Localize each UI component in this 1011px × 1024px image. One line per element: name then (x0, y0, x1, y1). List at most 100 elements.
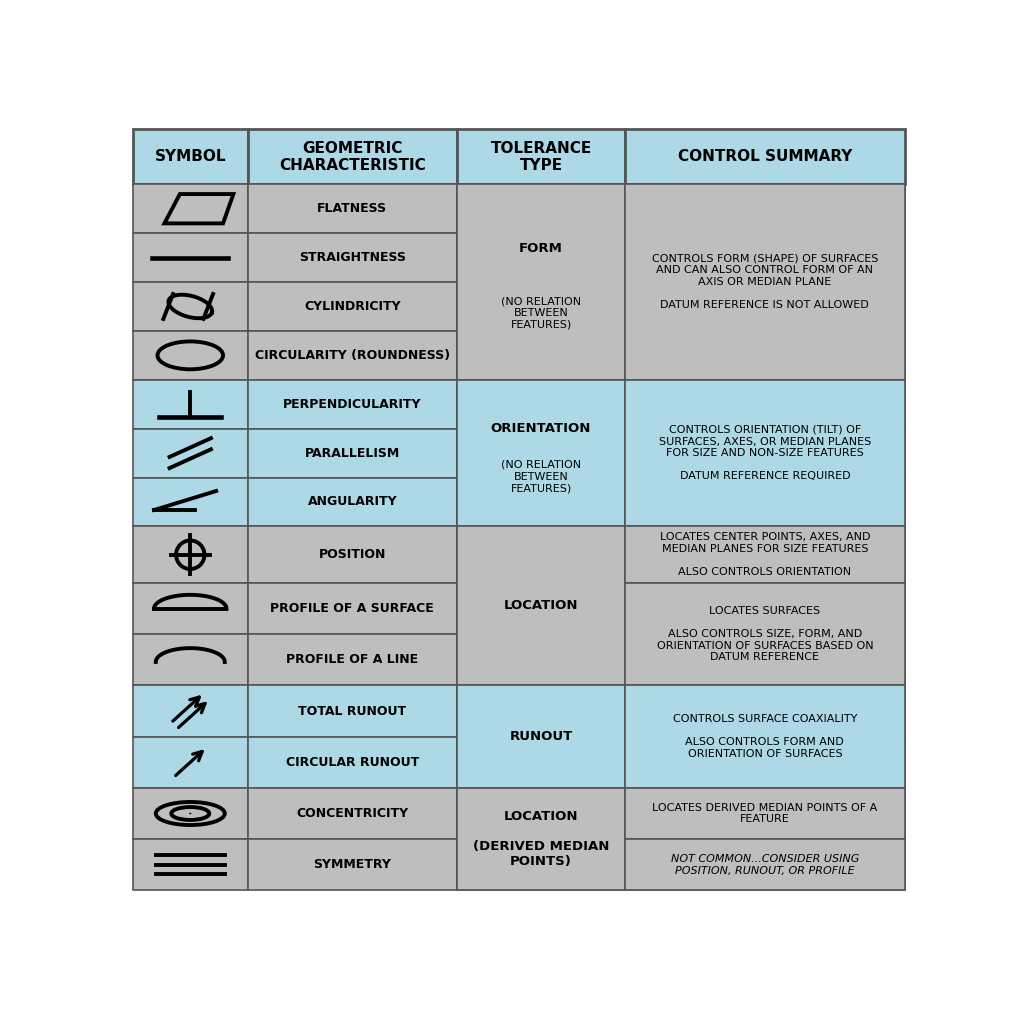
Bar (625, 331, 904, 380)
Text: TOTAL RUNOUT: TOTAL RUNOUT (298, 705, 406, 718)
Text: ANGULARITY: ANGULARITY (307, 496, 396, 509)
Bar (456, 477, 625, 526)
Bar (248, 429, 456, 477)
Bar (248, 583, 456, 634)
Bar (248, 634, 456, 685)
Bar (132, 477, 248, 526)
Text: LOCATES CENTER POINTS, AXES, AND
MEDIAN PLANES FOR SIZE FEATURES

ALSO CONTROLS : LOCATES CENTER POINTS, AXES, AND MEDIAN … (659, 532, 869, 578)
Bar (625, 184, 904, 233)
Bar (625, 380, 904, 429)
Bar (248, 685, 456, 736)
Text: STRAIGHTNESS: STRAIGHTNESS (298, 251, 405, 264)
Text: POSITION: POSITION (318, 548, 385, 561)
Bar (132, 526, 248, 583)
Ellipse shape (189, 813, 191, 814)
Bar (456, 184, 625, 233)
Bar (625, 736, 904, 787)
Bar (456, 634, 625, 685)
Bar (132, 583, 248, 634)
Text: FORM: FORM (519, 243, 562, 255)
Bar (456, 685, 625, 787)
Text: CONTROLS SURFACE COAXIALITY

ALSO CONTROLS FORM AND
ORIENTATION OF SURFACES: CONTROLS SURFACE COAXIALITY ALSO CONTROL… (672, 715, 856, 759)
Text: LOCATES DERIVED MEDIAN POINTS OF A
FEATURE: LOCATES DERIVED MEDIAN POINTS OF A FEATU… (651, 803, 877, 824)
Bar (132, 736, 248, 787)
Text: (NO RELATION
BETWEEN
FEATURES): (NO RELATION BETWEEN FEATURES) (500, 297, 580, 330)
Bar (625, 429, 904, 477)
Bar (456, 526, 625, 583)
Bar (625, 787, 904, 839)
Bar (625, 184, 904, 380)
Text: SYMBOL: SYMBOL (155, 150, 225, 164)
Bar (248, 380, 456, 429)
Bar (625, 685, 904, 736)
Bar (625, 526, 904, 583)
Bar (132, 429, 248, 477)
Bar (132, 233, 248, 282)
Bar (625, 380, 904, 526)
Bar (132, 634, 248, 685)
Bar (132, 380, 248, 429)
Bar (132, 787, 248, 839)
Bar (248, 839, 456, 890)
Text: LOCATION

(DERIVED MEDIAN
POINTS): LOCATION (DERIVED MEDIAN POINTS) (472, 810, 609, 868)
Bar (625, 526, 904, 583)
Text: (NO RELATION
BETWEEN
FEATURES): (NO RELATION BETWEEN FEATURES) (500, 460, 580, 494)
Text: CONTROLS ORIENTATION (TILT) OF
SURFACES, AXES, OR MEDIAN PLANES
FOR SIZE AND NON: CONTROLS ORIENTATION (TILT) OF SURFACES,… (658, 425, 870, 481)
Bar (248, 331, 456, 380)
Bar (625, 634, 904, 685)
Text: LOCATES SURFACES

ALSO CONTROLS SIZE, FORM, AND
ORIENTATION OF SURFACES BASED ON: LOCATES SURFACES ALSO CONTROLS SIZE, FOR… (656, 606, 872, 663)
Bar (456, 787, 625, 890)
Text: CONTROL SUMMARY: CONTROL SUMMARY (677, 150, 851, 164)
Bar (456, 380, 625, 429)
Text: RUNOUT: RUNOUT (509, 730, 572, 743)
Bar (625, 685, 904, 787)
Bar (132, 839, 248, 890)
Bar (248, 184, 456, 233)
Text: PARALLELISM: PARALLELISM (304, 446, 399, 460)
Bar (456, 685, 625, 736)
Bar (132, 129, 248, 184)
Bar (625, 477, 904, 526)
Bar (456, 736, 625, 787)
Text: ORIENTATION: ORIENTATION (490, 422, 590, 434)
Text: SYMMETRY: SYMMETRY (313, 858, 391, 871)
Bar (132, 331, 248, 380)
Bar (248, 787, 456, 839)
Bar (248, 736, 456, 787)
Bar (456, 526, 625, 685)
Text: CONTROLS FORM (SHAPE) OF SURFACES
AND CAN ALSO CONTROL FORM OF AN
AXIS OR MEDIAN: CONTROLS FORM (SHAPE) OF SURFACES AND CA… (651, 254, 878, 310)
Bar (248, 526, 456, 583)
Bar (248, 282, 456, 331)
Bar (456, 583, 625, 634)
Bar (625, 129, 904, 184)
Text: LOCATION: LOCATION (503, 599, 577, 612)
Bar (456, 282, 625, 331)
Bar (456, 184, 625, 380)
Text: NOT COMMON...CONSIDER USING
POSITION, RUNOUT, OR PROFILE: NOT COMMON...CONSIDER USING POSITION, RU… (670, 854, 858, 876)
Bar (248, 129, 456, 184)
Bar (456, 233, 625, 282)
Bar (132, 282, 248, 331)
Bar (456, 839, 625, 890)
Bar (625, 583, 904, 634)
Text: FLATNESS: FLATNESS (317, 202, 387, 215)
Bar (625, 839, 904, 890)
Text: CIRCULAR RUNOUT: CIRCULAR RUNOUT (285, 756, 419, 769)
Text: GEOMETRIC
CHARACTERISTIC: GEOMETRIC CHARACTERISTIC (279, 140, 426, 173)
Bar (625, 583, 904, 685)
Bar (625, 282, 904, 331)
Text: PROFILE OF A LINE: PROFILE OF A LINE (286, 653, 418, 667)
Bar (625, 839, 904, 890)
Bar (456, 787, 625, 839)
Text: CYLINDRICITY: CYLINDRICITY (303, 300, 400, 313)
Text: PERPENDICULARITY: PERPENDICULARITY (283, 397, 422, 411)
Bar (248, 233, 456, 282)
Bar (456, 129, 625, 184)
Bar (456, 331, 625, 380)
Bar (132, 685, 248, 736)
Bar (456, 429, 625, 477)
Bar (625, 787, 904, 839)
Text: PROFILE OF A SURFACE: PROFILE OF A SURFACE (270, 602, 434, 615)
Text: CIRCULARITY (ROUNDNESS): CIRCULARITY (ROUNDNESS) (255, 349, 450, 361)
Text: CONCENTRICITY: CONCENTRICITY (296, 807, 408, 820)
